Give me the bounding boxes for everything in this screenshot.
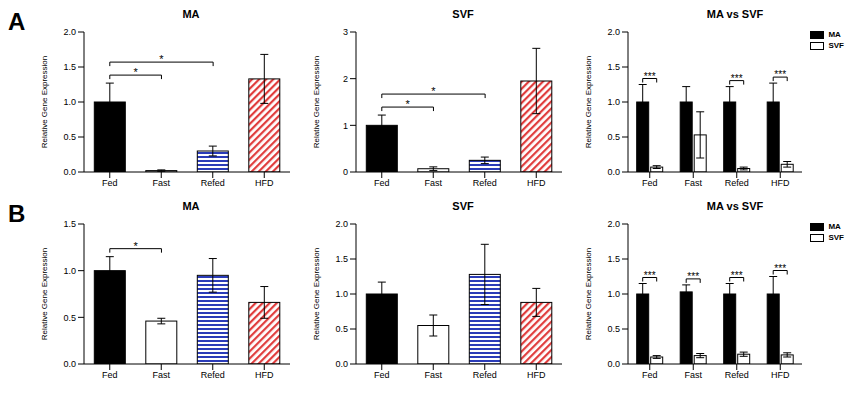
svg-text:***: ***	[687, 271, 699, 282]
svg-text:Refed: Refed	[473, 178, 497, 188]
svg-text:1.0: 1.0	[335, 289, 348, 299]
svg-text:0.5: 0.5	[607, 324, 620, 334]
svg-text:0.0: 0.0	[63, 359, 76, 369]
svg-text:HFD: HFD	[255, 178, 274, 188]
svg-text:1.5: 1.5	[63, 62, 76, 72]
svg-text:0.5: 0.5	[335, 324, 348, 334]
svg-text:1.5: 1.5	[335, 254, 348, 264]
svg-text:1.0: 1.0	[607, 289, 620, 299]
html-text:MA vs SVF: MA vs SVF	[706, 200, 764, 212]
svg-text:1.0: 1.0	[63, 97, 76, 107]
svg-text:0.5: 0.5	[607, 132, 620, 142]
svg-text:*: *	[431, 85, 436, 97]
svg-text:Fed: Fed	[102, 178, 118, 188]
svg-text:Relative Gene Expression: Relative Gene Expression	[312, 56, 321, 149]
svg-text:HFD: HFD	[255, 370, 274, 380]
svg-text:HFD: HFD	[771, 178, 790, 188]
svg-text:Relative Gene Expression: Relative Gene Expression	[312, 248, 321, 341]
svg-text:Refed: Refed	[725, 370, 749, 380]
html-text:MA: MA	[828, 30, 841, 39]
html-text:B: B	[8, 200, 26, 227]
svg-text:Fed: Fed	[642, 370, 658, 380]
html-text:SVF: SVF	[452, 200, 474, 212]
svg-text:0.5: 0.5	[63, 313, 76, 323]
svg-text:0.0: 0.0	[607, 359, 620, 369]
svg-text:1.5: 1.5	[607, 62, 620, 72]
svg-text:***: ***	[731, 270, 743, 281]
svg-text:1.0: 1.0	[63, 266, 76, 276]
html-text:SVF: SVF	[828, 41, 844, 50]
svg-text:Refed: Refed	[201, 370, 225, 380]
svg-text:Fast: Fast	[152, 178, 170, 188]
svg-text:Relative Gene Expression: Relative Gene Expression	[584, 248, 593, 341]
svg-text:Fed: Fed	[102, 370, 118, 380]
svg-text:***: ***	[774, 69, 786, 80]
svg-text:0.5: 0.5	[63, 132, 76, 142]
svg-text:*: *	[405, 98, 410, 110]
svg-text:***: ***	[644, 71, 656, 82]
svg-text:Relative Gene Expression: Relative Gene Expression	[584, 56, 593, 149]
svg-text:Refed: Refed	[473, 370, 497, 380]
svg-text:Fed: Fed	[374, 370, 390, 380]
svg-text:HFD: HFD	[527, 178, 546, 188]
html-text:MA: MA	[828, 222, 841, 231]
svg-text:3: 3	[343, 27, 348, 37]
svg-text:Fast: Fast	[684, 178, 702, 188]
svg-text:Fast: Fast	[152, 370, 170, 380]
svg-text:0.0: 0.0	[335, 359, 348, 369]
svg-text:*: *	[133, 66, 138, 78]
svg-text:Fast: Fast	[684, 370, 702, 380]
html-text:MA: MA	[182, 8, 200, 20]
svg-text:2.0: 2.0	[335, 219, 348, 229]
html-text:SVF: SVF	[828, 233, 844, 242]
svg-text:0: 0	[343, 167, 348, 177]
svg-text:2.0: 2.0	[607, 27, 620, 37]
svg-text:Relative Gene Expression: Relative Gene Expression	[40, 248, 49, 341]
svg-text:Fast: Fast	[424, 178, 442, 188]
svg-text:Fed: Fed	[642, 178, 658, 188]
html-text:A: A	[8, 8, 26, 35]
html-text:MA: MA	[182, 200, 200, 212]
svg-text:*: *	[159, 53, 164, 65]
svg-text:2.0: 2.0	[63, 27, 76, 37]
html-text:MA vs SVF: MA vs SVF	[706, 8, 764, 20]
html-text:SVF: SVF	[452, 8, 474, 20]
svg-text:***: ***	[731, 73, 743, 84]
svg-text:***: ***	[774, 263, 786, 274]
svg-text:HFD: HFD	[527, 370, 546, 380]
svg-text:1.0: 1.0	[607, 97, 620, 107]
svg-text:1.5: 1.5	[63, 219, 76, 229]
svg-text:*: *	[133, 240, 138, 252]
svg-text:0.0: 0.0	[607, 167, 620, 177]
svg-text:Fast: Fast	[424, 370, 442, 380]
svg-text:Relative Gene Expression: Relative Gene Expression	[40, 56, 49, 149]
svg-text:1: 1	[343, 121, 348, 131]
svg-text:***: ***	[644, 270, 656, 281]
svg-text:HFD: HFD	[771, 370, 790, 380]
svg-text:Refed: Refed	[725, 178, 749, 188]
svg-text:Refed: Refed	[201, 178, 225, 188]
svg-text:0.0: 0.0	[63, 167, 76, 177]
svg-text:2: 2	[343, 74, 348, 84]
svg-text:Fed: Fed	[374, 178, 390, 188]
svg-text:2.0: 2.0	[607, 219, 620, 229]
svg-text:1.5: 1.5	[607, 254, 620, 264]
